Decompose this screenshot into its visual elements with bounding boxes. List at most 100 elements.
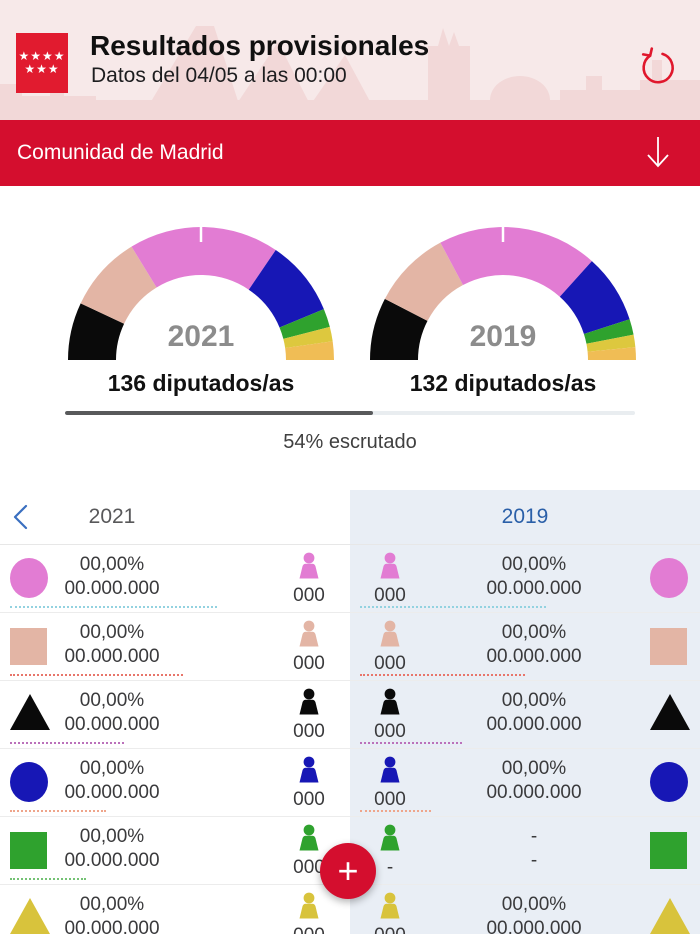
seat-gauge: 2019 132 diputados/as (368, 224, 638, 397)
seats-left: 000 (279, 756, 339, 811)
gauge-seats-label: 136 diputados/as (107, 370, 295, 396)
person-seats-icon (299, 688, 319, 715)
party-color-shape-right (650, 898, 690, 934)
percent-value: 00,00% (79, 826, 145, 847)
progress-track (65, 411, 635, 415)
seats-value: 000 (360, 925, 420, 934)
half-donut-chart (68, 227, 334, 360)
party-results-right: - - (454, 825, 614, 873)
party-color-shape-right (650, 694, 690, 730)
gauge-segment-orange-party (587, 347, 636, 360)
seats-left: 000 (279, 892, 339, 934)
right-column-background (350, 490, 700, 934)
gauge-segment-green-party (583, 319, 634, 344)
party-color-shape-right (650, 832, 687, 869)
tab-2021[interactable]: 2021 (88, 505, 136, 528)
party-row-pink-party[interactable]: 00,00% 00.000.000 000 000 00,00% (0, 545, 700, 613)
gauge-segment-orange-party (285, 341, 334, 360)
party-results-left: 00,00% 00.000.000 (32, 825, 192, 873)
gauge-segment-blue-party (248, 249, 324, 328)
party-row-yellow-party[interactable]: 00,00% 00.000.000 000 000 00,00% (0, 885, 700, 934)
scrutiny-progress: 54% escrutado (65, 411, 635, 454)
person-seats-icon (299, 756, 319, 783)
vote-share-underline-right (360, 606, 546, 608)
seats-value: 000 (293, 857, 325, 878)
vote-share-underline-left (10, 742, 124, 744)
votes-value: 00.000.000 (64, 646, 160, 667)
vote-share-underline-left (10, 810, 106, 812)
gauge-segment-black-party (370, 298, 428, 360)
region-selector-bar[interactable]: Comunidad de Madrid (0, 120, 700, 186)
half-donut-chart (370, 226, 636, 360)
seats-right: 000 (360, 620, 420, 675)
party-row-black-party[interactable]: 00,00% 00.000.000 000 000 00,00% (0, 681, 700, 749)
seats-left: 000 (279, 688, 339, 743)
party-row-blue-party[interactable]: 00,00% 00.000.000 000 000 00,00% (0, 749, 700, 817)
party-results-right: 00,00% 00.000.000 (454, 689, 614, 737)
party-results-left: 00,00% 00.000.000 (32, 893, 192, 934)
votes-value: 00.000.000 (486, 714, 582, 735)
seats-right: 000 (360, 552, 420, 607)
person-seats-icon (380, 892, 400, 919)
logo-stars-row2: ★★★ (24, 62, 60, 76)
percent-value: 00,00% (501, 690, 567, 711)
gauge-segment-blue-party (559, 261, 630, 334)
party-color-shape-right (650, 762, 688, 802)
app-header: ★★★★ ★★★ Resultados provisionales Datos … (0, 0, 700, 120)
party-results-left: 00,00% 00.000.000 (32, 757, 192, 805)
votes-value: 00.000.000 (486, 918, 582, 934)
table-header: 2021 2019 (0, 490, 700, 545)
chevron-down-icon (647, 137, 669, 168)
seats-right: 000 (360, 892, 420, 934)
back-button[interactable] (8, 503, 34, 531)
refresh-icon (641, 47, 674, 84)
data-timestamp: Datos del 04/05 a las 00:00 (91, 64, 347, 87)
gauge-segment-pink-party (131, 227, 276, 290)
table-rows: 00,00% 00.000.000 000 000 00,00% (0, 545, 700, 934)
party-results-right: 00,00% 00.000.000 (454, 621, 614, 669)
seats-right: 000 (360, 688, 420, 743)
party-row-salmon-party[interactable]: 00,00% 00.000.000 000 000 00,00% (0, 613, 700, 681)
seats-value: 000 (293, 789, 325, 810)
add-floating-action-button[interactable]: + (320, 843, 376, 899)
votes-value: 00.000.000 (64, 918, 160, 934)
vote-share-underline-left (10, 606, 217, 608)
seats-value: 000 (293, 653, 325, 674)
vote-share-underline-right (360, 742, 462, 744)
party-results-left: 00,00% 00.000.000 (32, 553, 192, 601)
seats-right: 000 (360, 756, 420, 811)
gauge-segment-black-party (68, 303, 125, 360)
person-seats-icon (380, 620, 400, 647)
percent-value: 00,00% (79, 758, 145, 779)
seats-value: 000 (293, 721, 325, 742)
percent-value: 00,00% (79, 894, 145, 915)
tab-2019[interactable]: 2019 (501, 505, 549, 528)
scrutiny-label: 54% escrutado (283, 431, 417, 453)
vote-share-underline-left (10, 674, 183, 676)
party-color-shape-left (10, 558, 48, 598)
comunidad-de-madrid-logo: ★★★★ ★★★ (16, 33, 68, 93)
party-color-shape-left (10, 762, 48, 802)
seats-value: 000 (374, 721, 406, 742)
person-seats-icon (299, 824, 319, 851)
person-seats-icon (380, 824, 400, 851)
votes-value: 00.000.000 (64, 714, 160, 735)
person-seats-icon (299, 620, 319, 647)
region-name: Comunidad de Madrid (17, 141, 224, 164)
party-results-right: 00,00% 00.000.000 (454, 893, 614, 934)
vote-share-underline-right (360, 674, 525, 676)
refresh-button[interactable] (636, 46, 678, 88)
party-row-green-party[interactable]: 00,00% 00.000.000 000 - - - (0, 817, 700, 885)
seats-value: - (386, 857, 394, 878)
party-results-left: 00,00% 00.000.000 (32, 621, 192, 669)
party-results-right: 00,00% 00.000.000 (454, 553, 614, 601)
person-seats-icon (299, 552, 319, 579)
percent-value: 00,00% (79, 622, 145, 643)
seats-right: - (360, 824, 420, 879)
seat-gauges-section: 2021 136 diputados/as 2019 132 diputados… (0, 186, 700, 397)
vote-share-underline-left (10, 878, 86, 880)
votes-value: 00.000.000 (64, 850, 160, 871)
party-color-shape-left (10, 898, 50, 934)
seats-value: 000 (374, 585, 406, 606)
